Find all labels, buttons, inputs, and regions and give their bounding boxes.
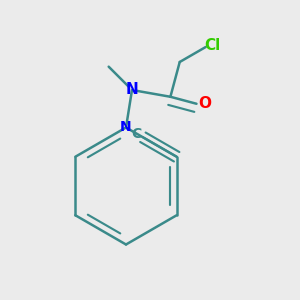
Text: Cl: Cl [204, 38, 220, 53]
Text: C: C [131, 127, 142, 140]
Text: N: N [120, 120, 131, 134]
Text: N: N [126, 82, 138, 98]
Text: O: O [198, 96, 212, 111]
